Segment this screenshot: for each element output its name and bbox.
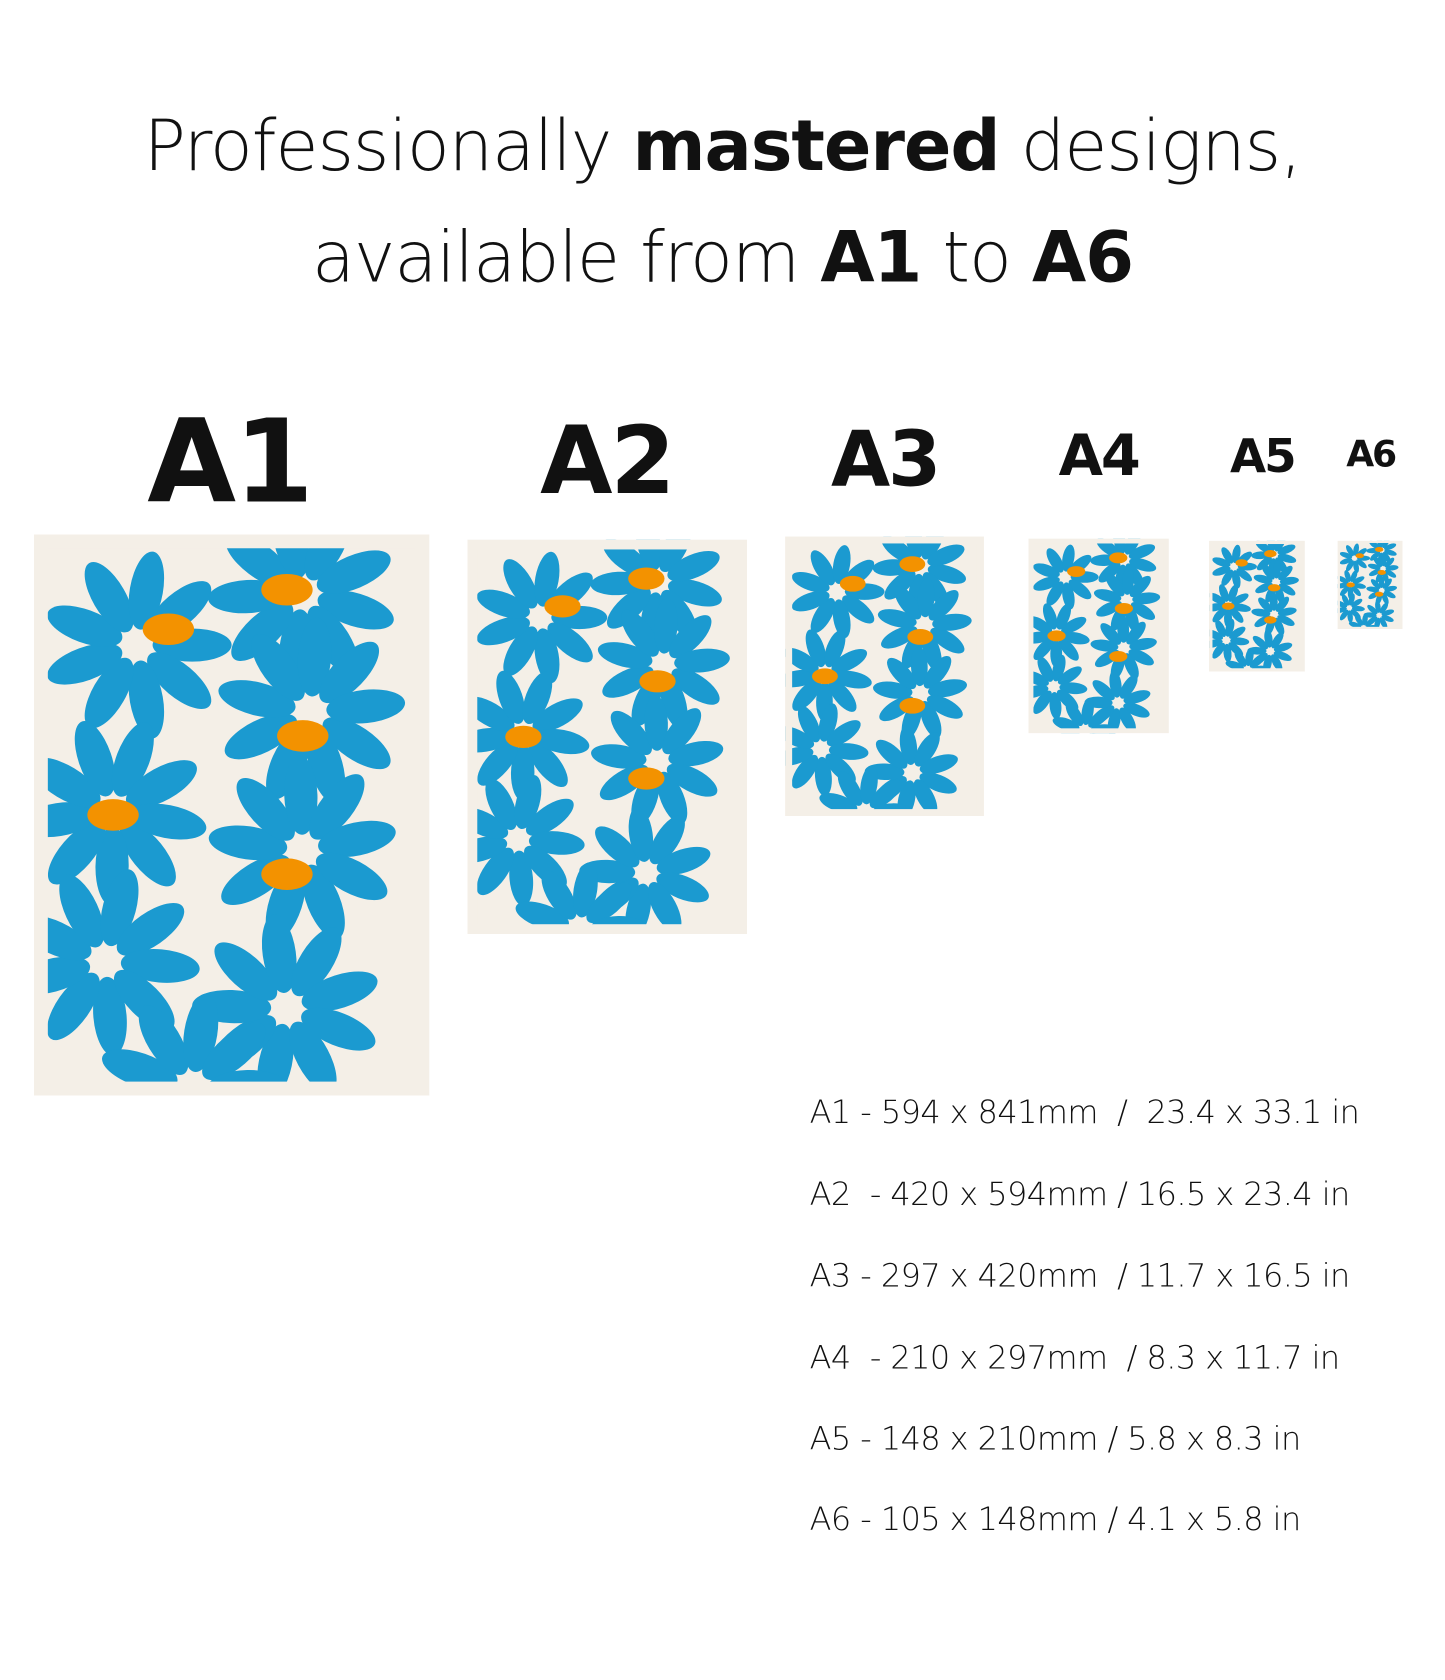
- size-label-a6: A6: [1346, 433, 1397, 476]
- size-label-a1: A1: [147, 396, 314, 530]
- poster-a4: [1029, 539, 1169, 733]
- poster-a2: [468, 540, 747, 934]
- spec-a1: A1 - 594 x 841mm / 23.4 x 33.1 in: [809, 1094, 1360, 1132]
- size-label-a3: A3: [830, 414, 941, 504]
- spec-a3: A3 - 297 x 420mm / 11.7 x 16.5 in: [809, 1258, 1351, 1296]
- headline-line-2: available from A1 to A6: [311, 216, 1134, 299]
- poster-a5: [1209, 541, 1305, 672]
- size-label-a4: A4: [1058, 421, 1141, 489]
- headline-line-1: Professionally mastered designs,: [143, 105, 1303, 187]
- poster-a6: [1338, 541, 1403, 629]
- poster-a3: [785, 537, 984, 816]
- spec-a4: A4 - 210 x 297mm / 8.3 x 11.7 in: [809, 1339, 1340, 1377]
- poster-a1: [34, 534, 429, 1095]
- spec-a5: A5 - 148 x 210mm / 5.8 x 8.3 in: [809, 1420, 1302, 1458]
- size-label-a5: A5: [1230, 429, 1297, 484]
- spec-a6: A6 - 105 x 148mm / 4.1 x 5.8 in: [809, 1501, 1302, 1539]
- size-label-a2: A2: [540, 405, 675, 516]
- spec-a2: A2 - 420 x 594mm / 16.5 x 23.4 in: [809, 1176, 1351, 1214]
